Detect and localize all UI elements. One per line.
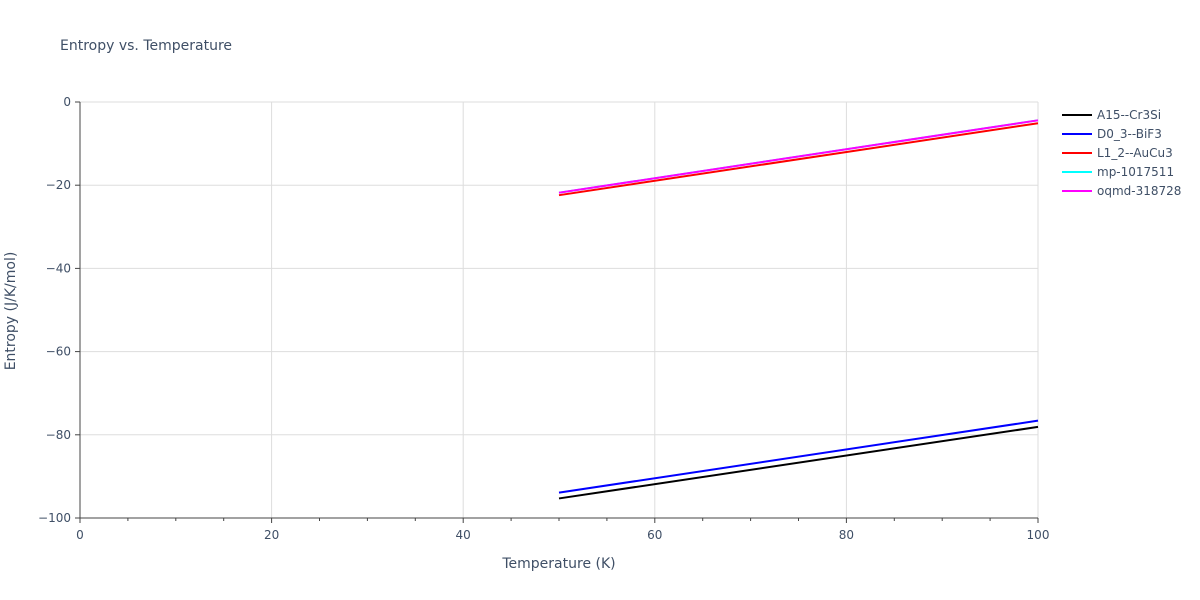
x-tick-label: 20 [264,528,279,542]
legend-label: D0_3--BiF3 [1097,127,1162,141]
y-tick-label: 0 [63,95,71,109]
x-tick-label: 40 [456,528,471,542]
series-line-A15--Cr3Si [558,425,1039,500]
x-tick-label: 60 [647,528,662,542]
legend-label: mp-1017511 [1097,165,1174,179]
chart-title: Entropy vs. Temperature [60,38,232,54]
y-tick-label: −100 [38,511,71,525]
series-lines [558,119,1039,500]
legend-item[interactable]: A15--Cr3Si [1062,108,1161,122]
legend-item[interactable]: oqmd-318728 [1062,184,1181,198]
legend-item[interactable]: D0_3--BiF3 [1062,127,1162,141]
grid [80,101,1039,519]
x-tick-label: 80 [839,528,854,542]
x-tick-label: 100 [1027,528,1050,542]
legend-item[interactable]: mp-1017511 [1062,165,1174,179]
series-line-oqmd-318728 [558,119,1039,194]
y-tick-label: −60 [46,345,71,359]
series-line-L1_2--AuCu3 [558,122,1039,197]
x-axis-title: Temperature (K) [501,556,615,572]
legend-label: L1_2--AuCu3 [1097,146,1173,160]
tick-labels: 0 20 40 60 80 100 0 −20 −40 −60 −80 −100 [38,95,1049,542]
legend[interactable]: A15--Cr3Si D0_3--BiF3 L1_2--AuCu3 mp-101751… [1062,108,1181,198]
y-tick-label: −80 [46,428,71,442]
x-tick-label: 0 [76,528,84,542]
legend-label: oqmd-318728 [1097,184,1181,198]
series-line-D0_3--BiF3 [558,419,1039,494]
legend-label: A15--Cr3Si [1097,108,1161,122]
y-tick-label: −40 [46,261,71,275]
axes [75,101,1039,523]
legend-item[interactable]: L1_2--AuCu3 [1062,146,1173,160]
y-tick-label: −20 [46,178,71,192]
y-axis-title: Entropy (J/K/mol) [3,252,19,371]
